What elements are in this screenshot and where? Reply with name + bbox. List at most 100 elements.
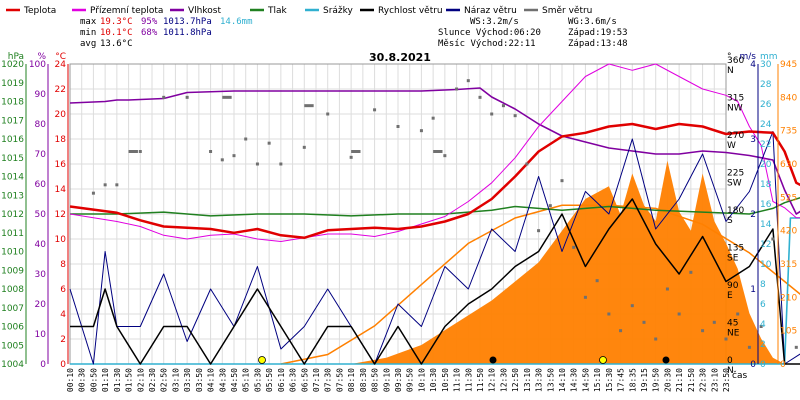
x-tick-41: 13:50 xyxy=(546,368,555,392)
axis-direction-tick-4: 180 xyxy=(727,206,744,216)
axis-rain-tick-7: 14 xyxy=(760,220,772,230)
stat-max-temp: 19.3°C xyxy=(100,17,133,27)
axis-pressure-tick-0: 1004 xyxy=(1,360,24,370)
wind-dir-point-29 xyxy=(548,204,552,208)
stat-moonrise: Měsíc Východ:22:11 xyxy=(438,39,536,49)
axis-wind-tick-4: 4 xyxy=(750,60,756,70)
sunrise-marker xyxy=(258,356,266,364)
axis-solar-tick-8: 840 xyxy=(780,93,797,103)
wind-dir-point-2 xyxy=(115,183,119,187)
x-tick-42: 14:10 xyxy=(558,368,567,392)
wind-dir-point-33 xyxy=(595,279,599,283)
x-tick-13: 04:30 xyxy=(218,368,227,392)
wind-dir-point-39 xyxy=(665,287,669,291)
legend-label-3: Tlak xyxy=(267,6,288,16)
x-tick-20: 06:50 xyxy=(300,368,309,392)
axis-rain-tick-13: 26 xyxy=(760,100,772,110)
axis-temperature-unit: °C xyxy=(55,52,66,62)
axis-humidity-tick-3: 30 xyxy=(35,270,47,280)
wind-dir-point-11 xyxy=(267,141,271,145)
series-line-temp xyxy=(69,122,800,240)
stat-ws: WS:3.2m/s xyxy=(470,17,519,27)
axis-solar-tick-2: 210 xyxy=(780,293,797,303)
axis-rain-tick-14: 28 xyxy=(760,80,772,90)
series-solar-curve xyxy=(280,204,800,365)
x-tick-44: 14:50 xyxy=(581,368,590,392)
axis-pressure-tick-16: 1020 xyxy=(1,60,24,70)
axis-solar-tick-0: 0 xyxy=(780,360,786,370)
axis-pressure-tick-7: 1011 xyxy=(1,229,24,239)
wind-dir-point-26 xyxy=(513,114,517,118)
stats-panel: max 19.3°C 95% 1013.7hPa 14.6mm min 10.1… xyxy=(80,17,628,49)
moonrise-marker xyxy=(662,356,670,364)
legend-label-5: Rychlost větru xyxy=(378,6,443,16)
axis-direction-tick-8: 360 xyxy=(727,56,744,66)
x-tick-28: 09:30 xyxy=(394,368,403,392)
axes: 1004100510061007100810091010101110121013… xyxy=(1,52,797,392)
wind-dir-point-6 xyxy=(209,150,213,153)
axis-pressure-unit: hPa xyxy=(8,52,24,62)
axis-rain-tick-5: 10 xyxy=(760,260,772,270)
axis-pressure-tick-9: 1013 xyxy=(1,191,24,201)
axis-temperature-tick-9: 18 xyxy=(55,135,67,145)
x-tick-24: 08:10 xyxy=(347,368,356,392)
wind-dir-point-31 xyxy=(572,245,576,249)
axis-pressure-tick-3: 1007 xyxy=(1,304,24,314)
x-tick-18: 06:10 xyxy=(277,368,286,392)
axis-direction-tick-0: 0 xyxy=(727,356,733,366)
axis-humidity-tick-0: 0 xyxy=(40,360,46,370)
wind-dir-point-32 xyxy=(583,295,587,299)
stat-moonset: Západ:13:48 xyxy=(568,39,628,49)
legend: Teplota Přízemní teplota Vlhkost Tlak Srážky… xyxy=(6,6,592,16)
x-tick-9: 03:10 xyxy=(171,368,180,392)
axis-solar-tick-7: 735 xyxy=(780,127,797,137)
axis-humidity-tick-10: 100 xyxy=(29,60,46,70)
axis-wind-tick-0: 0 xyxy=(750,360,756,370)
axis-rain-tick-11: 22 xyxy=(760,140,771,150)
x-tick-3: 01:10 xyxy=(101,368,110,392)
stat-avg-temp: 13.6°C xyxy=(100,39,133,49)
wind-dir-point-19 xyxy=(431,116,435,120)
axis-direction-label-1: NE xyxy=(727,329,740,339)
x-tick-32: 10:50 xyxy=(441,368,450,392)
x-tick-38: 12:50 xyxy=(511,368,520,392)
wind-dir-point-9 xyxy=(244,137,248,141)
wind-dir-point-45 xyxy=(736,312,740,316)
axis-direction-label-3: SE xyxy=(727,254,739,264)
axis-pressure-tick-10: 1014 xyxy=(1,173,24,183)
axis-direction-label-6: W xyxy=(727,141,736,151)
x-tick-54: 22:30 xyxy=(699,368,708,392)
axis-humidity-tick-6: 60 xyxy=(35,180,47,190)
axis-temperature-tick-3: 6 xyxy=(60,285,66,295)
x-tick-15: 05:10 xyxy=(242,368,251,392)
wind-dir-point-27 xyxy=(525,162,529,166)
x-tick-33: 11:10 xyxy=(453,368,462,392)
x-tick-27: 09:10 xyxy=(382,368,391,392)
x-tick-11: 03:50 xyxy=(195,368,204,392)
axis-rain-tick-12: 24 xyxy=(760,120,772,130)
legend-label-0: Teplota xyxy=(23,6,56,16)
wind-dir-point-24 xyxy=(490,112,494,116)
stat-max-press: 1013.7hPa xyxy=(163,17,212,27)
axis-rain-tick-2: 4 xyxy=(760,320,766,330)
x-tick-49: 19:15 xyxy=(640,368,649,392)
x-tick-45: 15:10 xyxy=(593,368,602,392)
axis-direction-label-5: SW xyxy=(727,179,742,189)
axis-wind-tick-3: 3 xyxy=(750,135,756,145)
wind-dir-point-5 xyxy=(185,95,189,99)
x-tick-48: 18:35 xyxy=(628,368,637,392)
x-tick-36: 12:10 xyxy=(488,368,497,392)
x-tick-5: 01:50 xyxy=(125,368,134,392)
x-tick-16: 05:30 xyxy=(253,368,262,392)
x-tick-26: 08:50 xyxy=(371,368,380,392)
axis-rain-tick-4: 8 xyxy=(760,280,766,290)
stat-max-label: max xyxy=(80,17,97,27)
x-tick-17: 05:50 xyxy=(265,368,274,392)
wind-dir-point-35 xyxy=(619,329,623,333)
axis-rain-tick-9: 18 xyxy=(760,180,772,190)
wind-dir-point-46 xyxy=(747,345,751,349)
axis-solar-tick-3: 315 xyxy=(780,260,797,270)
stat-sunset: Západ:19:53 xyxy=(568,28,628,38)
x-tick-55: 23:10 xyxy=(710,368,719,392)
